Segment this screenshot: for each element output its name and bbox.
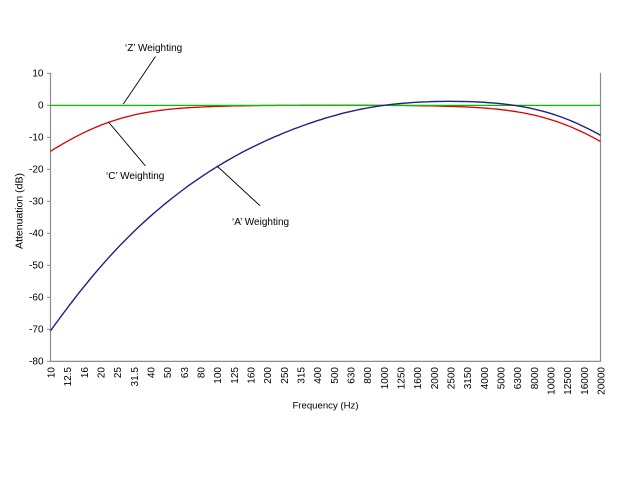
svg-text:-60: -60 bbox=[29, 293, 44, 304]
svg-text:5000: 5000 bbox=[497, 367, 508, 390]
svg-text:-30: -30 bbox=[29, 197, 44, 208]
svg-text:Attenuation (dB): Attenuation (dB) bbox=[14, 173, 26, 249]
svg-text:250: 250 bbox=[280, 367, 291, 384]
svg-text:10: 10 bbox=[47, 367, 58, 379]
svg-text:‘Z’ Weighting: ‘Z’ Weighting bbox=[125, 43, 182, 54]
svg-text:-50: -50 bbox=[29, 261, 44, 272]
svg-text:12.5: 12.5 bbox=[63, 367, 74, 387]
svg-text:Frequency (Hz): Frequency (Hz) bbox=[292, 400, 358, 411]
svg-text:315: 315 bbox=[297, 367, 308, 384]
svg-text:-40: -40 bbox=[29, 229, 44, 240]
svg-text:-10: -10 bbox=[29, 133, 44, 144]
svg-text:-20: -20 bbox=[29, 165, 44, 176]
svg-text:1250: 1250 bbox=[397, 367, 408, 390]
svg-text:630: 630 bbox=[347, 367, 358, 384]
svg-text:400: 400 bbox=[313, 367, 324, 384]
svg-text:200: 200 bbox=[263, 367, 274, 384]
svg-text:500: 500 bbox=[330, 367, 341, 384]
svg-text:‘C’ Weighting: ‘C’ Weighting bbox=[106, 171, 164, 182]
svg-text:3150: 3150 bbox=[463, 367, 474, 390]
svg-text:10000: 10000 bbox=[547, 367, 558, 395]
svg-text:40: 40 bbox=[147, 367, 158, 379]
svg-text:0: 0 bbox=[38, 101, 44, 112]
svg-text:50: 50 bbox=[163, 367, 174, 379]
svg-text:12500: 12500 bbox=[563, 367, 574, 395]
svg-text:4000: 4000 bbox=[480, 367, 491, 390]
svg-text:20: 20 bbox=[97, 367, 108, 379]
svg-text:31.5: 31.5 bbox=[130, 367, 141, 387]
svg-text:100: 100 bbox=[213, 367, 224, 384]
svg-text:80: 80 bbox=[197, 367, 208, 379]
svg-text:16: 16 bbox=[80, 367, 91, 379]
svg-text:1600: 1600 bbox=[413, 367, 424, 390]
svg-text:2500: 2500 bbox=[447, 367, 458, 390]
svg-text:-70: -70 bbox=[29, 325, 44, 336]
svg-text:1000: 1000 bbox=[380, 367, 391, 390]
svg-text:8000: 8000 bbox=[530, 367, 541, 390]
svg-text:16000: 16000 bbox=[580, 367, 591, 395]
svg-text:800: 800 bbox=[363, 367, 374, 384]
svg-text:125: 125 bbox=[230, 367, 241, 384]
svg-text:2000: 2000 bbox=[430, 367, 441, 390]
svg-text:63: 63 bbox=[180, 367, 191, 379]
svg-text:20000: 20000 bbox=[597, 367, 608, 395]
svg-text:160: 160 bbox=[247, 367, 258, 384]
svg-text:‘A’ Weighting: ‘A’ Weighting bbox=[232, 217, 289, 228]
svg-text:-80: -80 bbox=[29, 357, 44, 368]
svg-text:10: 10 bbox=[32, 69, 44, 80]
svg-text:6300: 6300 bbox=[513, 367, 524, 390]
svg-text:25: 25 bbox=[113, 367, 124, 379]
